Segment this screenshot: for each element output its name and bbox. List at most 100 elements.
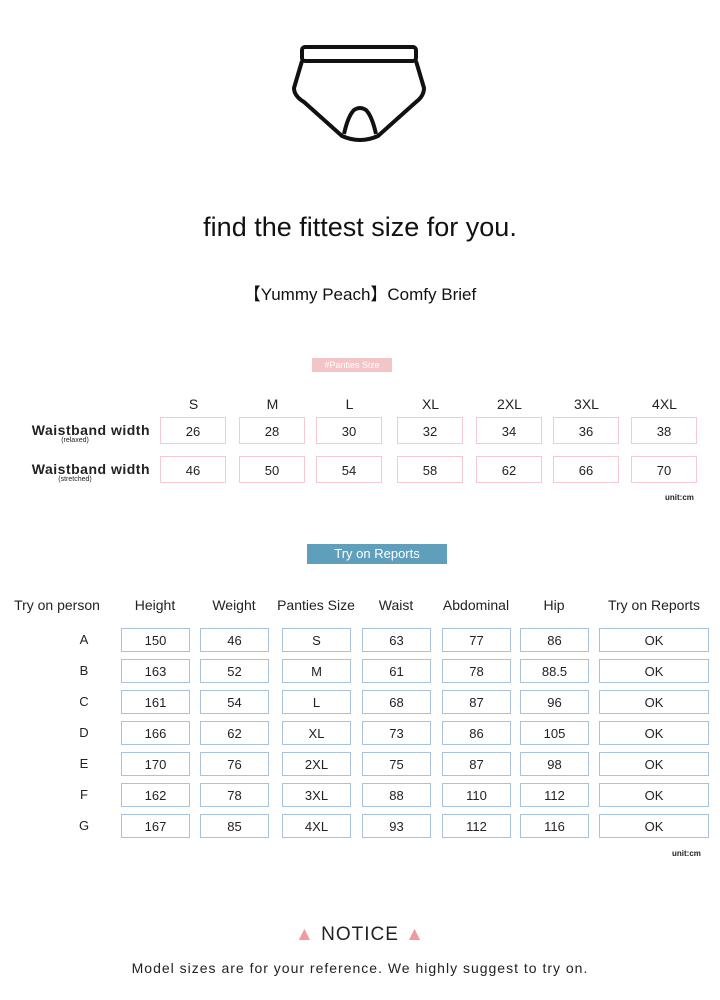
table-cell: 170	[121, 752, 190, 776]
column-header: Waist	[378, 597, 414, 613]
table-cell: 76	[200, 752, 269, 776]
column-header: Try on person	[14, 597, 100, 613]
table-cell: 77	[442, 628, 511, 652]
notice-text: Model sizes are for your reference. We h…	[131, 960, 589, 976]
table-cell: 62	[200, 721, 269, 745]
size-cell: 70	[631, 456, 697, 483]
table-cell: OK	[599, 783, 709, 807]
size-header: 2XL	[497, 396, 522, 412]
table-cell: OK	[599, 628, 709, 652]
table-cell: S	[282, 628, 351, 652]
table-cell: OK	[599, 659, 709, 683]
table-cell: OK	[599, 690, 709, 714]
row-sublabel: (relaxed)	[61, 437, 89, 444]
table-cell: 110	[442, 783, 511, 807]
column-header: Weight	[212, 597, 256, 613]
product-name: 【Yummy Peach】Comfy Brief	[243, 285, 477, 304]
size-cell: 32	[397, 417, 463, 444]
table-cell: 87	[442, 690, 511, 714]
size-cell: 36	[553, 417, 619, 444]
table-cell: 61	[362, 659, 431, 683]
warning-icon: ▲	[295, 924, 315, 945]
table-cell: L	[282, 690, 351, 714]
person-label: B	[79, 663, 89, 678]
person-label: D	[79, 725, 89, 740]
size-header: XL	[421, 396, 440, 412]
try-on-unit: unit:cm	[672, 849, 701, 858]
notice-heading: ▲ NOTICE ▲	[0, 924, 720, 946]
size-header: M	[266, 396, 279, 412]
table-cell: 78	[442, 659, 511, 683]
table-cell: OK	[599, 752, 709, 776]
table-cell: 88.5	[520, 659, 589, 683]
table-cell: 75	[362, 752, 431, 776]
table-cell: 2XL	[282, 752, 351, 776]
table-cell: 98	[520, 752, 589, 776]
person-label: C	[79, 694, 89, 709]
size-cell: 54	[316, 456, 382, 483]
warning-icon: ▲	[405, 924, 425, 945]
table-cell: OK	[599, 721, 709, 745]
table-cell: 4XL	[282, 814, 351, 838]
table-cell: 78	[200, 783, 269, 807]
panties-size-tag: #Panties Size	[312, 358, 392, 372]
notice-label: NOTICE	[321, 924, 399, 945]
table-cell: 86	[442, 721, 511, 745]
table-cell: 68	[362, 690, 431, 714]
size-header: L	[345, 396, 354, 412]
table-cell: 63	[362, 628, 431, 652]
page-title: find the fittest size for you.	[203, 212, 517, 242]
table-cell: 112	[442, 814, 511, 838]
table-cell: 87	[442, 752, 511, 776]
size-cell: 38	[631, 417, 697, 444]
size-cell: 28	[239, 417, 305, 444]
table-cell: 116	[520, 814, 589, 838]
table-cell: 112	[520, 783, 589, 807]
table-cell: 150	[121, 628, 190, 652]
table-cell: 93	[362, 814, 431, 838]
briefs-icon	[292, 45, 426, 142]
table-cell: 46	[200, 628, 269, 652]
size-cell: 58	[397, 456, 463, 483]
size-cell: 62	[476, 456, 542, 483]
table-cell: 161	[121, 690, 190, 714]
size-cell: 34	[476, 417, 542, 444]
size-header: S	[188, 396, 199, 412]
table-cell: 163	[121, 659, 190, 683]
table-cell: 88	[362, 783, 431, 807]
column-header: Try on Reports	[607, 597, 701, 613]
table-cell: 73	[362, 721, 431, 745]
table-cell: M	[282, 659, 351, 683]
person-label: A	[79, 632, 89, 647]
column-header: Abdominal	[442, 597, 510, 613]
table-cell: 54	[200, 690, 269, 714]
size-cell: 66	[553, 456, 619, 483]
table-cell: OK	[599, 814, 709, 838]
column-header: Hip	[543, 597, 565, 613]
size-cell: 26	[160, 417, 226, 444]
table-cell: 105	[520, 721, 589, 745]
table-cell: 162	[121, 783, 190, 807]
size-cell: 46	[160, 456, 226, 483]
person-label: E	[79, 756, 89, 771]
row-label: Waistband width	[31, 422, 150, 438]
size-cell: 50	[239, 456, 305, 483]
table-cell: XL	[282, 721, 351, 745]
table-cell: 167	[121, 814, 190, 838]
size-header: 3XL	[574, 396, 599, 412]
table-cell: 96	[520, 690, 589, 714]
table-cell: 85	[200, 814, 269, 838]
row-label: Waistband width	[31, 461, 150, 477]
size-cell: 30	[316, 417, 382, 444]
try-on-reports-tag: Try on Reports	[307, 544, 447, 564]
column-header: Panties Size	[277, 597, 355, 613]
table-cell: 3XL	[282, 783, 351, 807]
table-cell: 166	[121, 721, 190, 745]
column-header: Height	[134, 597, 176, 613]
size-unit: unit:cm	[665, 493, 694, 502]
table-cell: 52	[200, 659, 269, 683]
table-cell: 86	[520, 628, 589, 652]
row-sublabel: (stretched)	[58, 476, 92, 483]
size-header: 4XL	[652, 396, 677, 412]
